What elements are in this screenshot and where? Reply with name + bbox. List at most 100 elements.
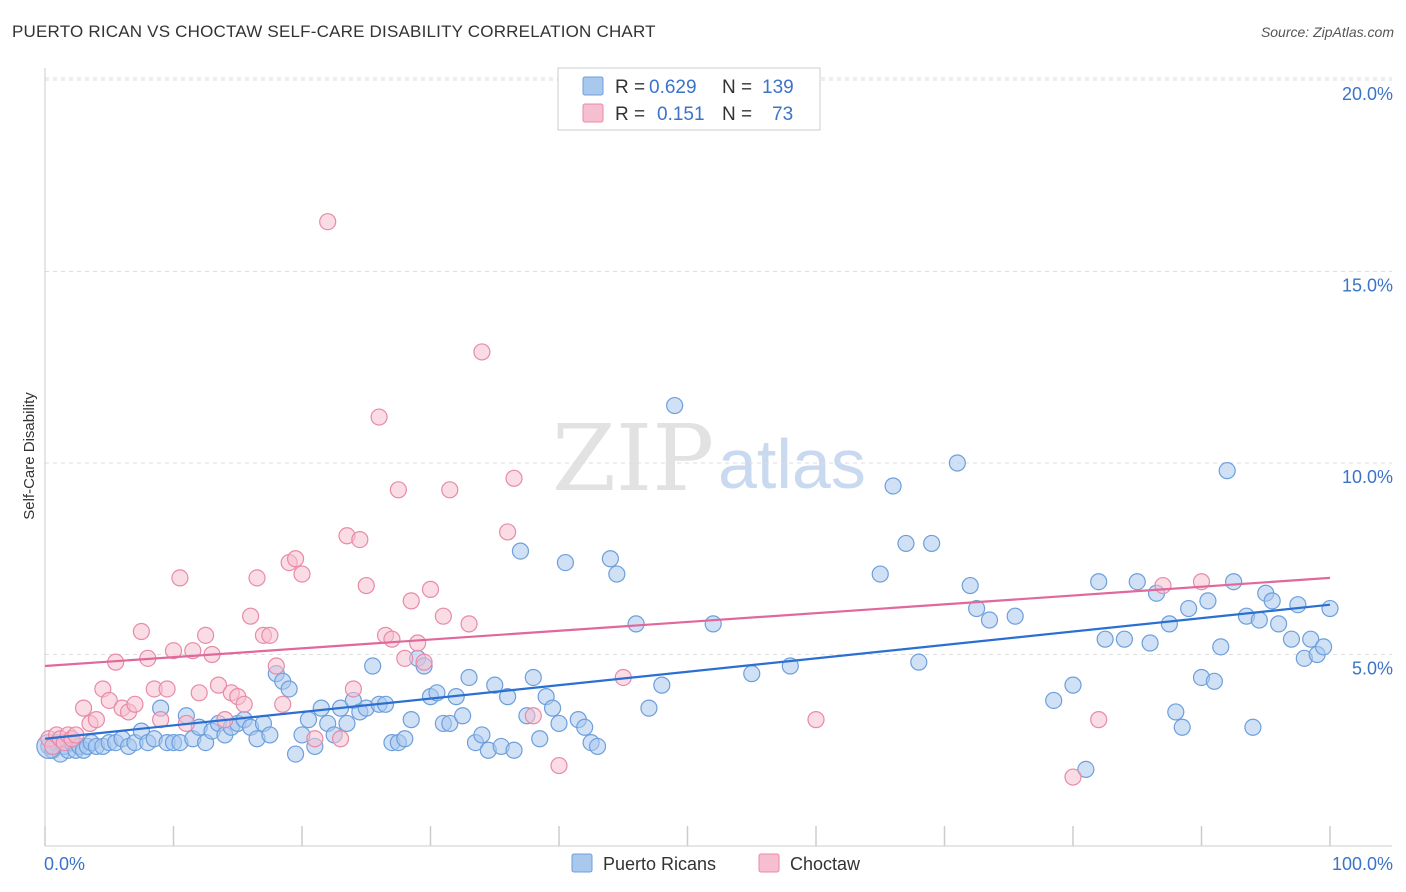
puerto-rican-point: [961, 576, 979, 595]
bottom-legend-label-puerto-ricans: Puerto Ricans: [603, 854, 716, 874]
chart-title: PUERTO RICAN VS CHOCTAW SELF-CARE DISABI…: [12, 22, 656, 41]
y-tick-label: 10.0%: [1342, 467, 1393, 487]
choctaw-point: [1064, 768, 1082, 786]
puerto-rican-point: [473, 726, 491, 744]
puerto-rican-point: [505, 741, 523, 759]
puerto-rican-point: [1090, 573, 1108, 591]
puerto-rican-point: [1160, 615, 1178, 633]
puerto-rican-point: [1167, 703, 1185, 721]
choctaw-point: [267, 657, 285, 675]
source-credit: Source: ZipAtlas.com: [1260, 24, 1394, 40]
choctaw-point: [351, 530, 369, 549]
puerto-rican-point: [666, 396, 684, 415]
puerto-rican-point: [1180, 599, 1198, 618]
legend-swatch-pink: [582, 103, 604, 123]
choctaw-point: [331, 730, 350, 748]
choctaw-point: [1154, 576, 1172, 595]
choctaw-point: [197, 626, 215, 644]
puerto-rican-point: [1218, 462, 1236, 480]
legend-r-value-1: 0.629: [649, 77, 697, 98]
puerto-rican-point: [550, 714, 568, 733]
bottom-legend-swatch-pink: [758, 853, 780, 873]
puerto-rican-point: [524, 668, 542, 687]
choctaw-point: [473, 343, 491, 361]
puerto-rican-point: [1263, 592, 1281, 610]
puerto-rican-point: [871, 565, 889, 583]
watermark-atlas: atlas: [718, 425, 866, 503]
choctaw-point: [344, 680, 362, 698]
choctaw-points: [40, 213, 1211, 786]
choctaw-point: [409, 634, 427, 652]
choctaw-point: [441, 481, 459, 499]
bottom-legend-swatch-blue: [571, 853, 593, 873]
choctaw-point: [1090, 711, 1108, 729]
choctaw-point: [505, 469, 523, 487]
puerto-rican-point: [948, 454, 966, 472]
puerto-rican-point: [1321, 599, 1339, 618]
puerto-rican-point: [1045, 691, 1063, 710]
puerto-rican-point: [286, 745, 305, 763]
puerto-rican-point: [1282, 630, 1301, 648]
choctaw-point: [171, 569, 189, 587]
puerto-rican-point: [704, 615, 722, 633]
puerto-rican-point: [968, 599, 986, 618]
puerto-rican-point: [1115, 630, 1134, 648]
puerto-rican-point: [299, 711, 318, 729]
puerto-rican-point: [396, 730, 414, 748]
puerto-rican-point: [454, 707, 472, 725]
choctaw-point: [306, 730, 324, 748]
puerto-rican-point: [1314, 638, 1333, 656]
puerto-rican-point: [743, 665, 761, 683]
puerto-rican-point: [653, 676, 671, 694]
choctaw-point: [550, 756, 568, 775]
puerto-rican-point: [460, 668, 478, 687]
puerto-rican-point: [1289, 596, 1307, 614]
puerto-rican-point: [884, 477, 902, 495]
choctaw-point: [274, 695, 292, 713]
legend-n-value-1: 139: [762, 77, 794, 98]
tick-labels: 5.0% 10.0% 15.0% 20.0% 0.0% 100.0%: [44, 84, 1393, 874]
puerto-rican-point: [511, 542, 530, 560]
choctaw-point: [415, 653, 433, 671]
choctaw-point: [370, 408, 388, 426]
choctaw-point: [383, 630, 401, 648]
puerto-rican-point: [1212, 638, 1230, 656]
legend-n-label-1: N =: [722, 77, 752, 98]
choctaw-point: [357, 576, 375, 595]
choctaw-point: [248, 569, 266, 587]
puerto-rican-point: [576, 718, 594, 736]
choctaw-point: [807, 711, 825, 729]
puerto-rican-point: [601, 550, 620, 568]
puerto-rican-point: [402, 711, 420, 729]
choctaw-trend-line: [44, 576, 1331, 668]
puerto-rican-point: [1096, 630, 1114, 648]
puerto-rican-point: [627, 615, 645, 633]
puerto-rican-point: [364, 657, 382, 675]
puerto-rican-point: [486, 676, 504, 694]
puerto-rican-point: [280, 680, 298, 698]
choctaw-point: [126, 695, 144, 713]
puerto-ricans-trend-line: [44, 603, 1331, 740]
choctaw-point: [242, 607, 260, 625]
puerto-rican-point: [1250, 611, 1268, 629]
puerto-rican-point: [1006, 607, 1024, 625]
choctaw-point: [87, 711, 106, 729]
choctaw-point: [389, 481, 407, 499]
choctaw-point: [209, 676, 228, 694]
choctaw-point: [396, 649, 414, 667]
choctaw-point: [421, 580, 440, 598]
legend-r-label-2: R =: [615, 104, 645, 125]
gridlines: [45, 77, 1392, 655]
choctaw-point: [235, 695, 253, 713]
puerto-rican-point: [441, 714, 459, 733]
puerto-rican-point: [1077, 760, 1095, 779]
puerto-rican-point: [1199, 592, 1217, 610]
y-tick-label: 15.0%: [1342, 276, 1393, 296]
puerto-rican-point: [980, 611, 999, 629]
choctaw-point: [190, 684, 208, 702]
legend-n-value-2: 73: [772, 104, 793, 125]
choctaw-point: [74, 699, 93, 717]
puerto-rican-point: [543, 699, 562, 717]
y-tick-label: 5.0%: [1352, 659, 1393, 679]
choctaw-point: [164, 642, 183, 660]
